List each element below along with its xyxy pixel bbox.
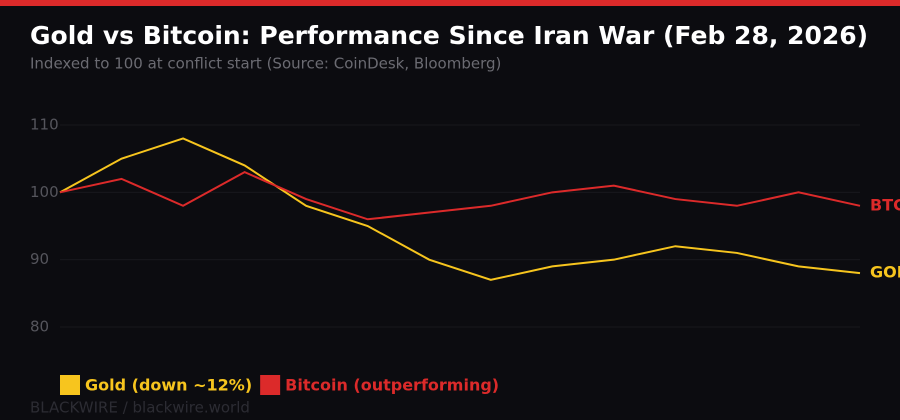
end-label: GOLD — [870, 263, 900, 282]
chart-title: Gold vs Bitcoin: Performance Since Iran … — [30, 21, 868, 50]
top-bar — [0, 0, 900, 6]
end-label: BTC — [870, 195, 900, 214]
legend-swatch — [260, 375, 281, 395]
series-line — [59, 171, 861, 221]
y-tick-label: 100 — [30, 183, 59, 201]
footer: BLACKWIRE / blackwire.world — [30, 399, 250, 417]
y-tick-label: 80 — [30, 318, 49, 336]
y-tick-label: 90 — [30, 250, 49, 268]
legend-swatch — [60, 375, 80, 395]
y-tick-label: 110 — [30, 116, 59, 134]
chart-subtitle: Indexed to 100 at conflict start (Source… — [30, 55, 501, 73]
series-line — [59, 137, 861, 281]
legend-label: Gold (down ~12%) — [85, 376, 252, 395]
legend-label: Bitcoin (outperforming) — [285, 376, 499, 395]
